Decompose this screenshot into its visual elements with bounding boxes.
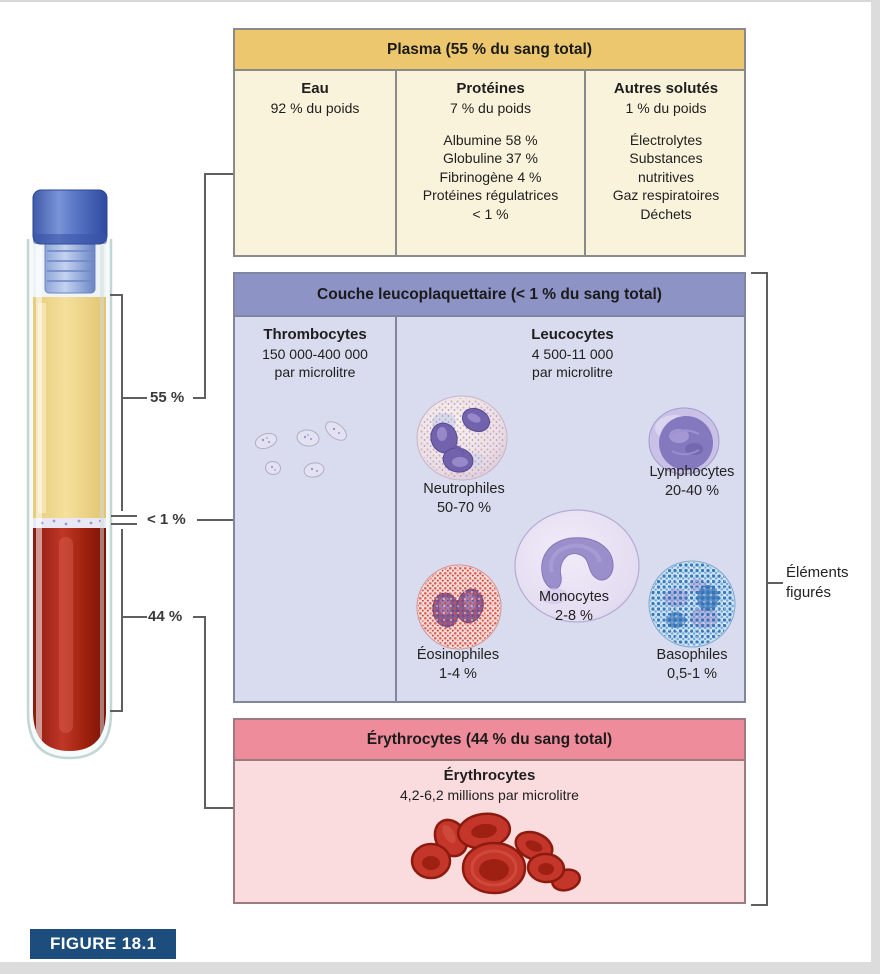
- tube-stopper: [44, 241, 96, 294]
- leucocytes-title: Leucocytes: [531, 326, 614, 343]
- column-autres-solutes-subtitle: 1 % du poids: [625, 99, 707, 116]
- thrombocytes-unit: par microlitre: [274, 363, 356, 380]
- column-proteines-title: Protéines: [456, 80, 525, 97]
- thrombocytes-range: 150 000-400 000: [262, 345, 368, 362]
- column-eau-subtitle: 92 % du poids: [270, 99, 360, 116]
- list-item: Déchets: [640, 205, 692, 222]
- plasma-box-header: Plasma (55 % du sang total): [235, 30, 744, 71]
- connector-line: [121, 397, 147, 399]
- connector-line: [204, 807, 233, 809]
- erythrocytes-name: Érythrocytes: [443, 767, 536, 784]
- leucocytes-column: Leucocytes 4 500-11 000 par microlitre: [397, 326, 748, 381]
- connector-line: [193, 397, 206, 399]
- column-proteines-items: Albumine 58 % Globuline 37 % Fibrinogène…: [421, 131, 561, 223]
- thrombocytes-title: Thrombocytes: [263, 326, 367, 343]
- lymphocyte-label: Lymphocytes 20-40 %: [649, 464, 735, 499]
- column-divider: [584, 71, 586, 255]
- leucocytes-range: 4 500-11 000: [531, 345, 614, 362]
- erythrocytes-body-text: Érythrocytes 4,2-6,2 millions par microl…: [235, 767, 744, 804]
- basophil-cell-illustration: [648, 560, 736, 648]
- connector-line: [751, 272, 768, 274]
- column-autres-solutes: Autres solutés 1 % du poids Électrolytes…: [586, 80, 746, 223]
- list-item: Substances nutritives: [629, 150, 703, 185]
- erythrocytes-box-header: Érythrocytes (44 % du sang total): [235, 720, 744, 761]
- connector-line: [766, 582, 783, 584]
- page-edge-right: [871, 0, 880, 974]
- column-proteines-subtitle: 7 % du poids: [450, 99, 531, 116]
- test-tube-illustration: [26, 189, 113, 760]
- page-edge-bottom: [0, 962, 880, 974]
- column-autres-solutes-items: Électrolytes Substances nutritives Gaz r…: [605, 131, 727, 223]
- monocyte-cell-illustration: [514, 509, 640, 623]
- figure-caption-tag: FIGURE 18.1: [30, 929, 177, 959]
- connector-line: [121, 529, 123, 712]
- erythrocytes-box-title: Érythrocytes (44 % du sang total): [366, 730, 613, 748]
- buffy-coat-box-title: Couche leucoplaquettaire (< 1 % du sang …: [317, 285, 662, 303]
- list-item: Albumine 58 %: [443, 131, 538, 148]
- connector-line: [197, 519, 233, 521]
- connector-line: [751, 904, 768, 906]
- neutrophil-cell-illustration: [416, 395, 508, 481]
- list-item: Protéines régulatrices < 1 %: [422, 187, 559, 222]
- erythrocytes-count: 4,2-6,2 millions par microlitre: [400, 786, 579, 803]
- list-item: Fibrinogène 4 %: [439, 168, 542, 185]
- column-eau-title: Eau: [301, 80, 329, 97]
- connector-line: [204, 173, 233, 175]
- connector-line: [204, 173, 206, 399]
- connector-line: [111, 515, 137, 517]
- list-item: Gaz respiratoires: [612, 187, 720, 204]
- buffy-percentage-label: < 1 %: [147, 511, 186, 528]
- page-edge-top: [0, 0, 880, 2]
- rbc-percentage-label: 44 %: [148, 608, 183, 625]
- list-item: Globuline 37 %: [443, 150, 538, 167]
- leucocytes-unit: par microlitre: [532, 363, 613, 380]
- elements-figures-bracket: [766, 272, 768, 906]
- tube-erythrocyte-layer: [33, 528, 106, 751]
- column-eau: Eau 92 % du poids: [235, 80, 395, 117]
- connector-line: [111, 523, 137, 525]
- lymphocyte-cell-illustration: [648, 407, 720, 475]
- tube-buffy-coat-layer: [33, 518, 106, 528]
- column-divider: [395, 71, 397, 255]
- plasma-percentage-label: 55 %: [150, 389, 185, 406]
- neutrophil-label: Neutrophiles 50-70 %: [423, 481, 505, 516]
- column-autres-solutes-title: Autres solutés: [613, 80, 719, 97]
- buffy-coat-box-header: Couche leucoplaquettaire (< 1 % du sang …: [235, 274, 744, 317]
- eosinophil-cell-illustration: [416, 564, 502, 650]
- thrombocytes-column: Thrombocytes 150 000-400 000 par microli…: [235, 326, 395, 381]
- tube-cap: [32, 189, 108, 245]
- connector-line: [121, 616, 147, 618]
- list-item: Électrolytes: [629, 131, 703, 148]
- platelets-illustration: [254, 421, 347, 478]
- plasma-box: Plasma (55 % du sang total) Eau 92 % du …: [233, 28, 746, 257]
- basophil-label: Basophiles 0,5-1 %: [656, 647, 728, 682]
- monocyte-label: Monocytes 2-8 %: [538, 589, 610, 624]
- red-blood-cells-illustration: [410, 812, 582, 895]
- eosinophil-label: Éosinophiles 1-4 %: [416, 647, 500, 682]
- connector-line: [204, 616, 206, 809]
- column-divider: [395, 317, 397, 701]
- column-proteines: Protéines 7 % du poids Albumine 58 % Glo…: [397, 80, 584, 223]
- connector-line: [193, 616, 206, 618]
- plasma-box-title: Plasma (55 % du sang total): [387, 40, 592, 58]
- elements-figures-label: Éléments figurés: [786, 564, 849, 602]
- connector-line: [121, 295, 123, 511]
- connector-line: [110, 294, 123, 296]
- connector-line: [110, 710, 123, 712]
